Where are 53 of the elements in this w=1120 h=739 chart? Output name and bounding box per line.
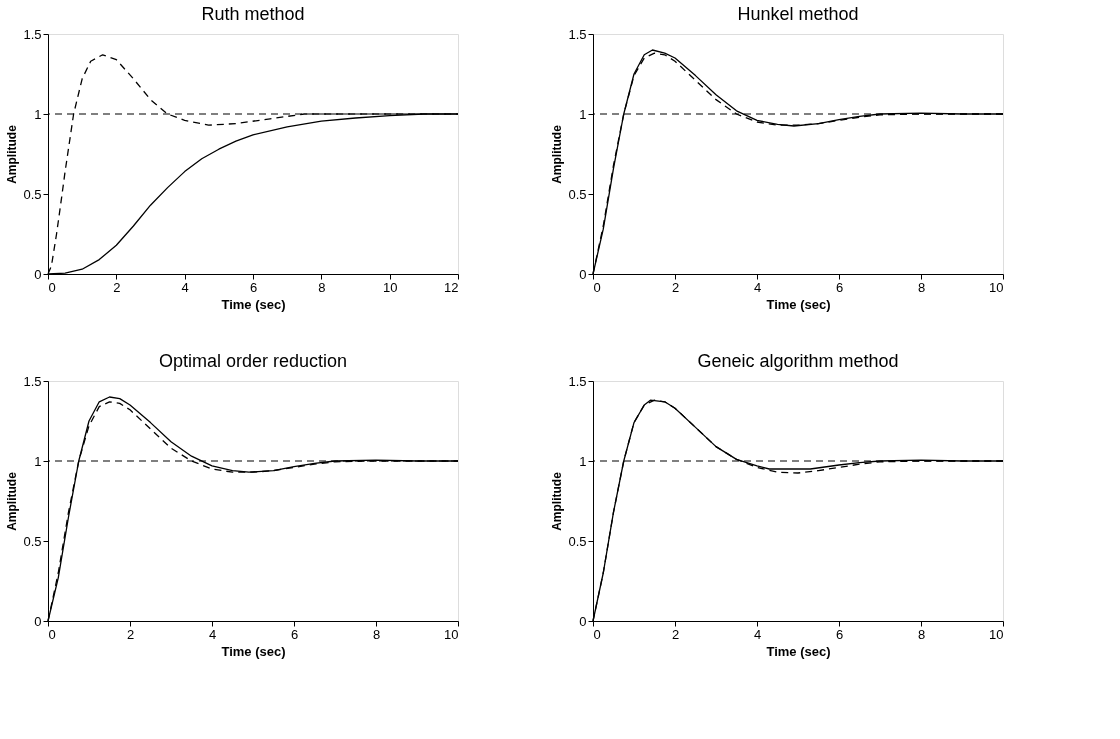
x-tick-label: 6 xyxy=(249,279,258,295)
x-tick-label: 0 xyxy=(48,626,56,642)
x-tick-label: 4 xyxy=(181,279,189,295)
x-tick-label: 2 xyxy=(126,626,135,642)
x-tick-label: 0 xyxy=(593,626,601,642)
x-tick-label: 8 xyxy=(917,279,926,295)
y-tick-label: 0 xyxy=(34,266,42,282)
y-tick-label: 0.5 xyxy=(23,533,42,549)
y-tick-label: 0.5 xyxy=(568,186,587,202)
x-tick-label: 2 xyxy=(671,279,680,295)
x-tick-label: 4 xyxy=(208,626,217,642)
x-tick-label: 8 xyxy=(372,626,381,642)
y-axis-title: Amplitude xyxy=(550,471,565,531)
y-axis-title: Amplitude xyxy=(5,124,20,184)
chart-title: Ruth method xyxy=(201,4,305,24)
y-tick-label: 1 xyxy=(34,453,42,469)
y-axis-title: Amplitude xyxy=(5,471,20,531)
y-tick-label: 1 xyxy=(34,106,42,122)
y-tick-label: 1.5 xyxy=(568,373,587,389)
x-tick-label: 10 xyxy=(444,626,459,642)
y-tick-label: 1.5 xyxy=(568,26,587,42)
x-tick-label: 12 xyxy=(444,279,459,295)
y-axis-title: Amplitude xyxy=(550,124,565,184)
y-tick-label: 1.5 xyxy=(23,373,42,389)
y-tick-label: 0 xyxy=(34,613,42,629)
chart-title: Optimal order reduction xyxy=(158,351,348,371)
chart-title: Geneic algorithm method xyxy=(697,351,899,371)
x-tick-label: 10 xyxy=(989,279,1004,295)
x-axis-title: Time (sec) xyxy=(766,643,831,659)
y-tick-label: 1 xyxy=(579,453,587,469)
y-tick-label: 0.5 xyxy=(23,186,42,202)
x-tick-label: 4 xyxy=(753,279,762,295)
x-tick-label: 10 xyxy=(382,279,398,295)
x-tick-label: 8 xyxy=(318,279,326,295)
x-tick-label: 10 xyxy=(989,626,1004,642)
x-tick-label: 6 xyxy=(835,279,844,295)
y-tick-label: 1 xyxy=(579,106,587,122)
y-tick-label: 0 xyxy=(579,613,587,629)
x-tick-label: 4 xyxy=(753,626,762,642)
y-tick-label: 0 xyxy=(579,266,587,282)
x-axis-title: Time (sec) xyxy=(221,643,286,659)
x-tick-label: 6 xyxy=(290,626,299,642)
x-tick-label: 2 xyxy=(671,626,680,642)
x-tick-label: 6 xyxy=(835,626,844,642)
x-tick-label: 8 xyxy=(917,626,926,642)
x-tick-label: 2 xyxy=(113,279,121,295)
x-axis-title: Time (sec) xyxy=(221,296,286,312)
x-tick-label: 0 xyxy=(593,279,601,295)
chart-title: Hunkel method xyxy=(737,4,859,24)
x-axis-title: Time (sec) xyxy=(766,296,831,312)
y-tick-label: 1.5 xyxy=(23,26,42,42)
y-tick-label: 0.5 xyxy=(568,533,587,549)
x-tick-label: 0 xyxy=(48,279,56,295)
